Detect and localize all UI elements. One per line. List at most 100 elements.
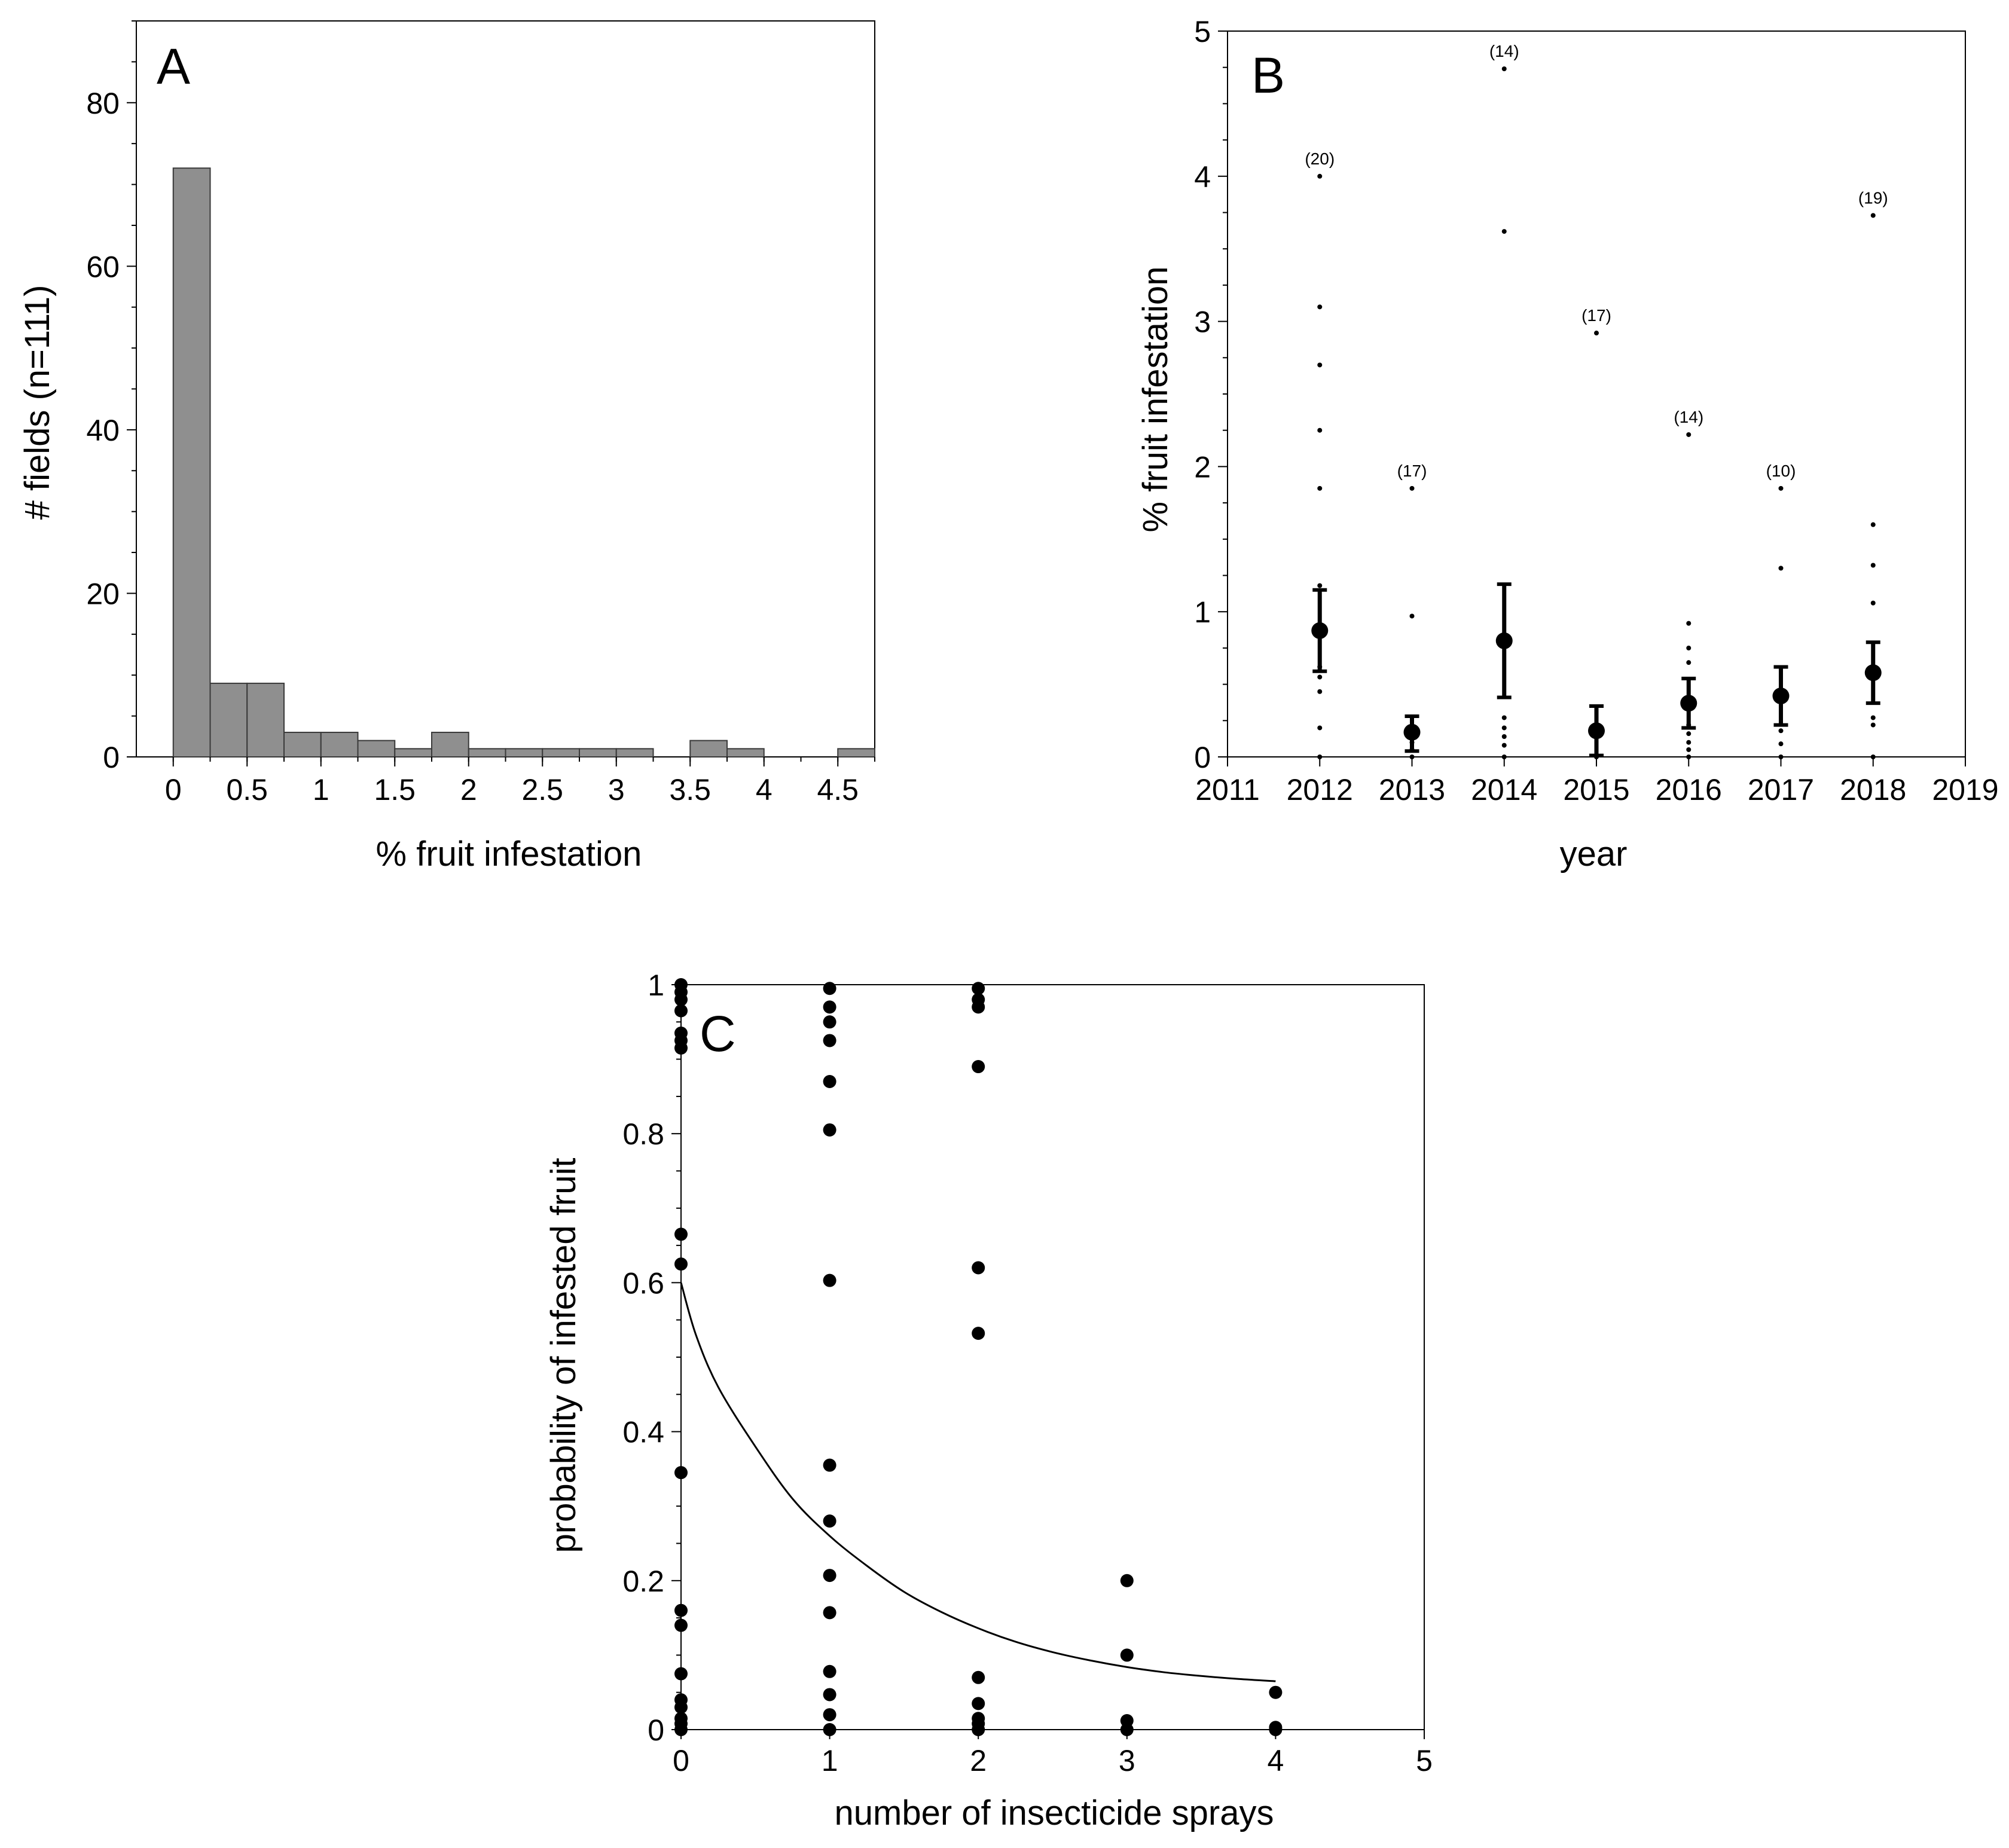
panel-b-observation-point (1594, 331, 1599, 336)
panel-c-data-point (823, 1034, 836, 1047)
panel-b-sample-size-label: (17) (1581, 306, 1611, 325)
panel-a-x-axis: 0 0.5 1 1.5 2 2.5 3 3.5 4 4.5 (165, 757, 875, 807)
panel-b-observation-point (1870, 563, 1876, 568)
panel-b-sample-size-label: (19) (1858, 188, 1888, 207)
panel-b-observation-point (1317, 689, 1323, 694)
panel-b-means-with-error-bars (1311, 582, 1882, 757)
panel-a-bar (468, 748, 506, 758)
panel-c-data-point (823, 1514, 836, 1528)
panel-b-x-axis-title: year (1560, 835, 1628, 873)
panel-b-observation-point (1870, 522, 1876, 527)
panel-c-data-point (823, 1606, 836, 1620)
panel-c-data-point (972, 1670, 985, 1684)
panel-c-data-point (823, 1723, 836, 1736)
panel-b-y-tick-label: 3 (1194, 306, 1211, 339)
panel-c-data-point (1120, 1574, 1134, 1587)
panel-b-sample-size-label: (17) (1397, 462, 1427, 480)
panel-b-observation-point (1686, 747, 1692, 752)
panel-b-observation-point (1501, 725, 1507, 731)
panel-c-x-tick-label: 0 (673, 1744, 689, 1777)
panel-b-observation-point (1409, 613, 1415, 619)
panel-b-observation-point (1686, 660, 1692, 665)
panel-a-y-axis: 0 20 40 60 80 (86, 20, 136, 774)
panel-a-x-tick-label: 2 (460, 773, 477, 807)
panel-c-data-point (674, 1618, 688, 1632)
panel-c-data-point (823, 1458, 836, 1472)
panel-b-observation-point (1409, 485, 1415, 491)
panel-b-observation-point (1870, 715, 1876, 720)
panel-b-observation-point (1317, 362, 1323, 368)
panel-a-letter: A (157, 38, 190, 94)
panel-b-observation-point (1317, 725, 1323, 731)
panel-a-bar (320, 731, 359, 758)
panel-c-data-point (972, 982, 985, 995)
panel-b-observation-point (1317, 674, 1323, 680)
panel-a-bar (615, 748, 654, 758)
panel-c-data-point (1120, 1648, 1134, 1662)
panel-b-x-axis: 2011 2012 2013 2014 2015 2016 2017 2018 2019 (1195, 757, 1999, 807)
panel-b-observation-point (1870, 755, 1876, 759)
panel-c-data-point (674, 1603, 688, 1617)
panel-b-observation-point (1686, 755, 1692, 759)
panel-c-data-point (674, 1466, 688, 1480)
panel-b-observation-point (1778, 741, 1784, 747)
panel-c-data-point (823, 1664, 836, 1678)
panel-b-observation-point (1317, 173, 1323, 179)
panel-c-data-point (674, 1723, 688, 1736)
panel-b-letter: B (1251, 47, 1285, 103)
panel-b-y-axis: 0 1 2 3 4 5 (1194, 15, 1228, 774)
panel-b-observation-point (1317, 583, 1323, 588)
panel-b-yearly-infestation: 2011 2012 2013 2014 2015 2016 2017 2018 2019 0 1 2… (1136, 15, 1999, 873)
panel-c-y-tick-label: 0.2 (622, 1565, 664, 1598)
panel-c-letter: C (700, 1006, 736, 1062)
panel-c-x-axis: 0 1 2 3 4 5 (673, 1730, 1433, 1777)
panel-b-sample-size-label: (14) (1489, 42, 1519, 60)
panel-b-x-tick-label: 2014 (1471, 773, 1537, 807)
panel-a-x-tick-label: 4.5 (817, 773, 859, 807)
panel-a-x-tick-label: 3.5 (669, 773, 711, 807)
panel-c-data-point (823, 1569, 836, 1583)
panel-b-y-tick-label: 1 (1194, 595, 1211, 629)
panel-b-y-tick-label: 5 (1194, 15, 1211, 48)
panel-a-y-tick-label: 20 (86, 577, 120, 610)
panel-b-x-tick-label: 2015 (1563, 773, 1629, 807)
panel-a-bars (172, 167, 875, 758)
panel-c-data-point (823, 1273, 836, 1287)
panel-b-observation-point (1686, 645, 1692, 650)
panel-c-data-point (972, 1261, 985, 1275)
panel-a-bar (283, 731, 322, 758)
panel-b-sample-sizes: (20) (17) (14) (17) (14) (10) (19) (1305, 42, 1888, 480)
panel-c-data-point (972, 1000, 985, 1014)
panel-a-bar (689, 740, 728, 757)
panel-b-plot-frame (1227, 30, 1966, 757)
panel-b-x-tick-label: 2017 (1748, 773, 1814, 807)
panel-c-y-tick-label: 0.4 (622, 1416, 664, 1449)
panel-b-observation-point (1870, 213, 1876, 218)
panel-a-x-tick-label: 4 (756, 773, 773, 807)
panel-b-observation-point (1686, 731, 1692, 737)
panel-c-data-point (674, 1700, 688, 1714)
panel-a-x-axis-title: % fruit infestation (376, 835, 642, 873)
panel-b-observation-point (1778, 755, 1784, 759)
panel-b-mean-marker (1772, 688, 1790, 705)
panel-a-y-tick-label: 60 (86, 250, 120, 283)
panel-c-data-point (823, 982, 836, 995)
panel-a-x-tick-label: 2.5 (521, 773, 563, 807)
panel-a-bar (357, 740, 396, 757)
panel-b-mean-marker (1403, 723, 1421, 741)
panel-a-bar (394, 748, 432, 758)
panel-b-observation-point (1501, 229, 1507, 234)
panel-b-observation-point (1870, 722, 1876, 728)
panel-a-y-tick-label: 80 (86, 87, 120, 120)
panel-a-x-tick-label: 3 (608, 773, 625, 807)
panel-b-sample-size-label: (14) (1674, 408, 1703, 426)
panel-b-sample-size-label: (20) (1305, 149, 1335, 168)
panel-c-y-tick-label: 0.8 (622, 1117, 664, 1151)
panel-c-data-point (823, 1688, 836, 1702)
panel-a-bar (579, 748, 617, 758)
panel-b-observation-point (1501, 715, 1507, 720)
panel-c-x-tick-label: 4 (1267, 1744, 1284, 1777)
panel-b-observation-point (1409, 755, 1415, 759)
panel-c-x-tick-label: 2 (970, 1744, 987, 1777)
panel-c-data-point (674, 1257, 688, 1271)
